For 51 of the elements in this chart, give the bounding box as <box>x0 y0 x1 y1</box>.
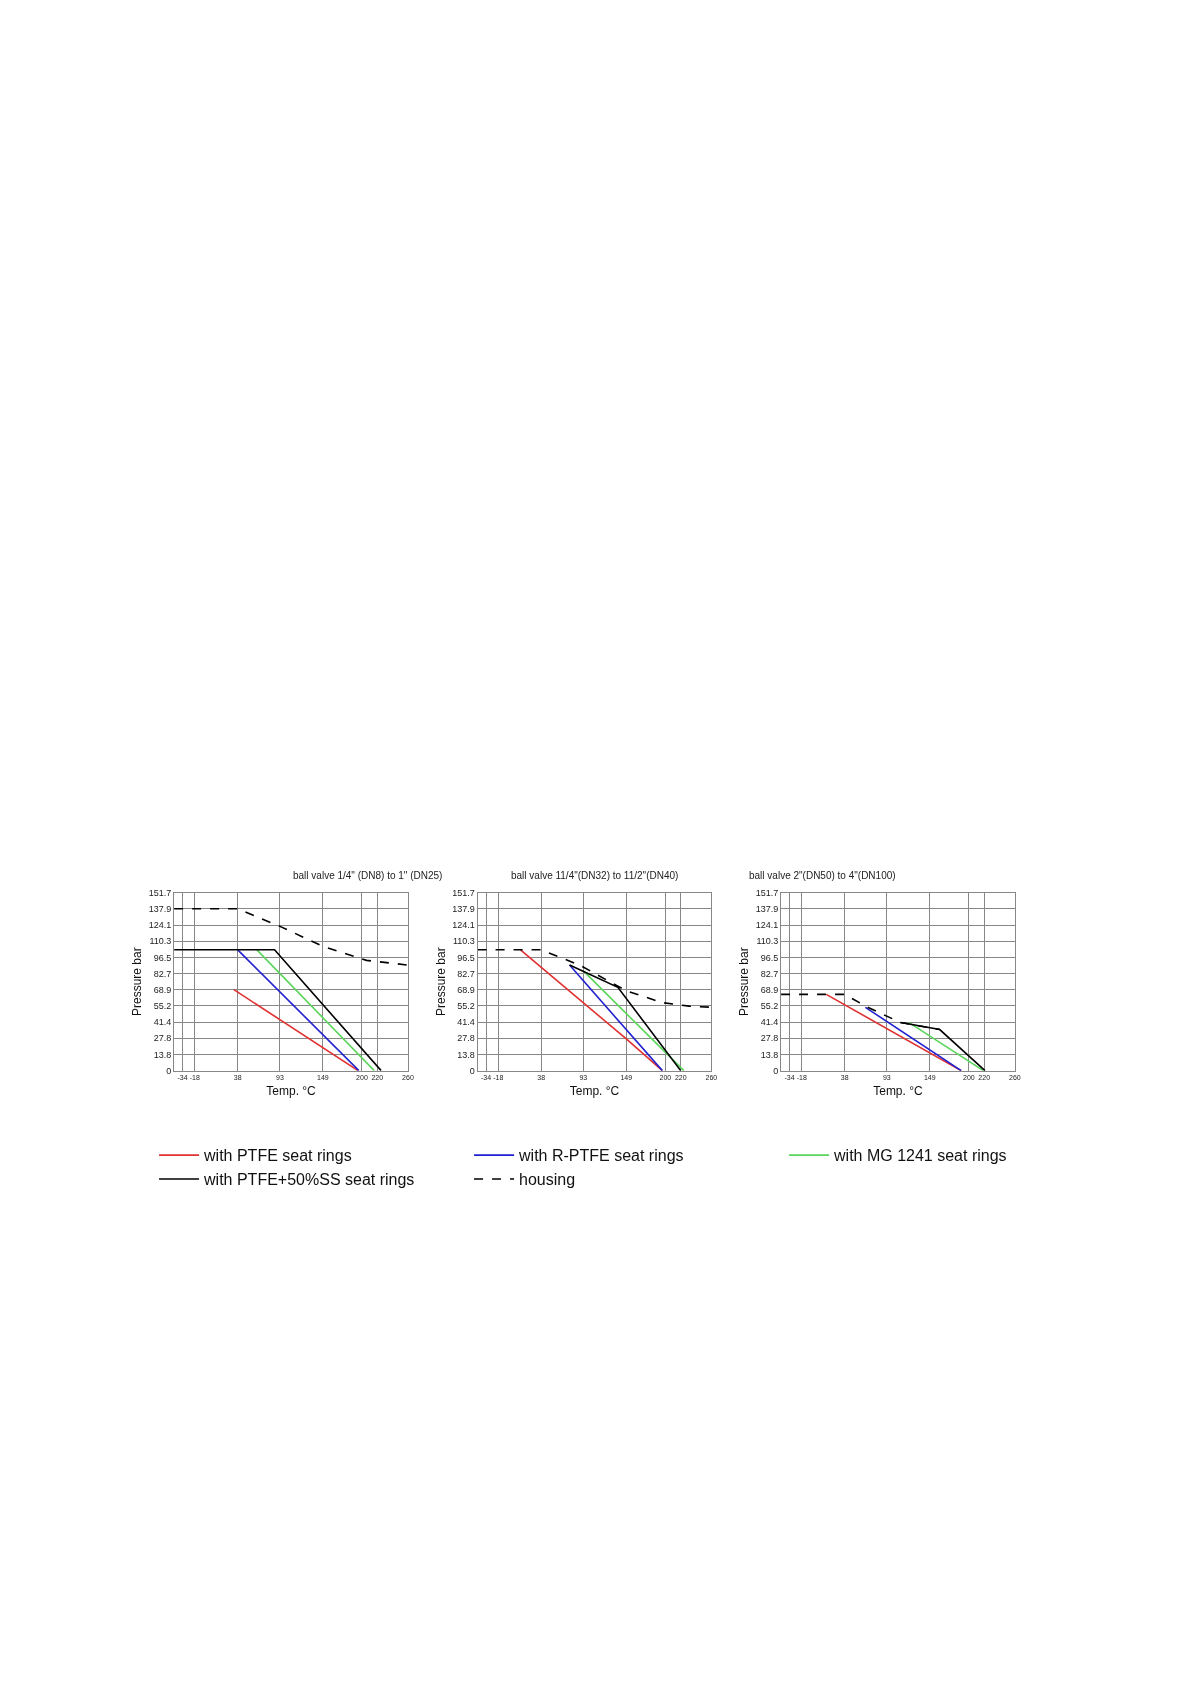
y-tick-label: 41.4 <box>457 1017 475 1028</box>
legend-label: with R-PTFE seat rings <box>518 1147 684 1165</box>
y-tick-label: 82.7 <box>457 968 475 979</box>
y-tick-label: 82.7 <box>760 968 779 979</box>
y-tick-label: 13.8 <box>457 1049 475 1060</box>
y-tick-label: 41.4 <box>153 1017 172 1028</box>
y-tick-label: 137.9 <box>148 904 172 915</box>
y-tick-label: 110.3 <box>756 936 779 947</box>
y-tick-label: 27.8 <box>153 1033 172 1044</box>
x-axis-title: Temp. °C <box>569 1083 620 1098</box>
y-tick-label: 0 <box>166 1065 172 1076</box>
y-axis-title: Pressure bar <box>737 947 752 1017</box>
y-tick-label: 137.9 <box>755 904 779 915</box>
y-axis-title: Pressure bar <box>130 947 145 1017</box>
y-tick-label: 13.8 <box>760 1049 779 1060</box>
y-tick-label: 96.5 <box>457 952 475 963</box>
y-tick-label: 41.4 <box>760 1017 779 1028</box>
line-series <box>174 907 408 966</box>
y-tick-label: 0 <box>773 1065 779 1076</box>
y-tick-label: 27.8 <box>457 1033 475 1044</box>
y-tick-label: 68.9 <box>153 984 172 995</box>
y-tick-label: 55.2 <box>457 1001 475 1012</box>
chart-title: ball valve 2"(DN50) to 4"(DN100) <box>749 870 896 881</box>
y-tick-label: 151.7 <box>148 887 172 898</box>
x-axis-title: Temp. °C <box>266 1083 317 1098</box>
y-tick-label: 151.7 <box>755 887 779 898</box>
y-tick-label: 82.7 <box>153 968 172 979</box>
y-axis-title: Pressure bar <box>433 947 448 1017</box>
y-tick-label: 137.9 <box>452 904 475 915</box>
y-tick-label: 110.3 <box>452 936 475 947</box>
y-tick-label: 96.5 <box>760 952 779 963</box>
y-tick-label: 55.2 <box>153 1001 172 1012</box>
y-tick-label: 68.9 <box>760 984 779 995</box>
chart-title: ball valve 1/4" (DN8) to 1" (DN25) <box>293 870 443 881</box>
y-tick-label: 13.8 <box>153 1049 172 1060</box>
y-tick-label: 55.2 <box>760 1001 779 1012</box>
y-tick-label: 124.1 <box>755 920 779 931</box>
legend-label: with PTFE seat rings <box>203 1147 352 1165</box>
y-tick-label: 0 <box>469 1065 475 1076</box>
y-tick-label: 96.5 <box>153 952 172 963</box>
y-tick-label: 124.1 <box>148 920 172 931</box>
y-tick-label: 27.8 <box>760 1033 779 1044</box>
x-axis-title: Temp. °C <box>873 1083 924 1098</box>
y-tick-label: 124.1 <box>452 920 475 931</box>
y-tick-label: 68.9 <box>457 984 475 995</box>
y-tick-label: 110.3 <box>149 936 172 947</box>
y-tick-label: 151.7 <box>452 887 475 898</box>
legend-label: with PTFE+50%SS seat rings <box>203 1171 415 1189</box>
legend-label: with MG 1241 seat rings <box>833 1147 1007 1165</box>
chart-title: ball valve 11/4"(DN32) to 11/2"(DN40) <box>511 870 679 881</box>
legend-label: housing <box>519 1171 576 1189</box>
